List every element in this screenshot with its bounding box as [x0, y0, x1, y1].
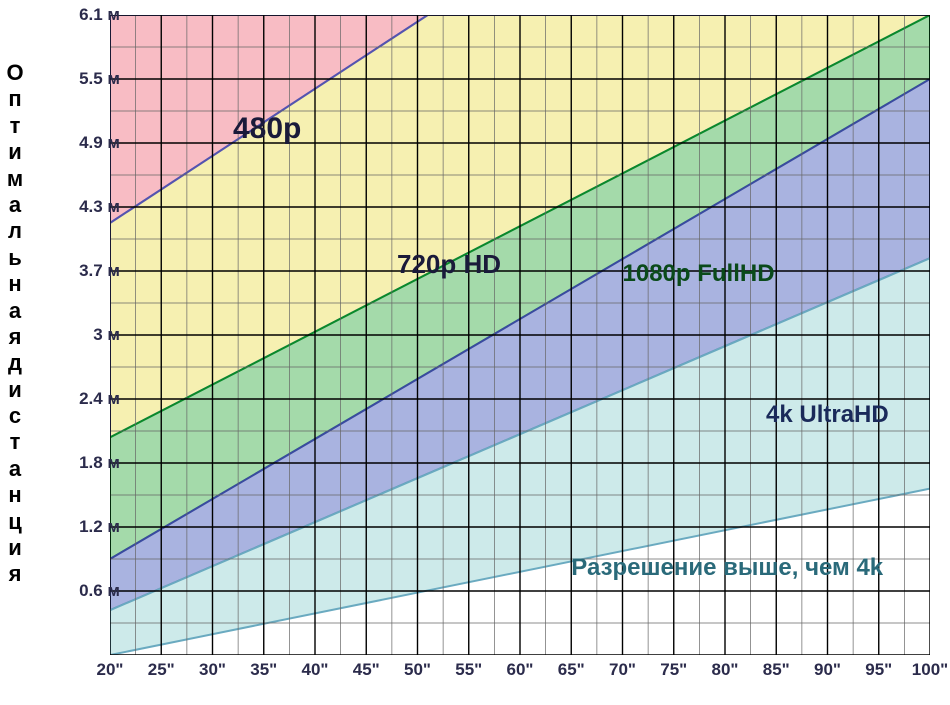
x-tick: 25": [136, 660, 186, 680]
chart-plot: 480p720p HD1080p FullHD4k UltraHDРазреше…: [110, 15, 930, 655]
y-axis-title: Оптимальная дистанция: [0, 60, 30, 588]
x-tick: 45": [341, 660, 391, 680]
y-tick: 3 м: [60, 325, 120, 345]
y-tick: 1.8 м: [60, 453, 120, 473]
y-tick: 6.1 м: [60, 5, 120, 25]
y-tick: 5.5 м: [60, 69, 120, 89]
x-tick: 100": [905, 660, 950, 680]
y-tick: 4.3 м: [60, 197, 120, 217]
x-tick: 85": [751, 660, 801, 680]
x-tick: 95": [854, 660, 904, 680]
x-tick: 90": [803, 660, 853, 680]
x-tick: 30": [188, 660, 238, 680]
x-tick: 60": [495, 660, 545, 680]
x-tick: 20": [85, 660, 135, 680]
y-tick: 3.7 м: [60, 261, 120, 281]
x-tick: 75": [649, 660, 699, 680]
x-tick: 35": [239, 660, 289, 680]
x-tick: 80": [700, 660, 750, 680]
y-tick: 0.6 м: [60, 581, 120, 601]
x-tick: 65": [546, 660, 596, 680]
y-tick: 4.9 м: [60, 133, 120, 153]
y-tick: 1.2 м: [60, 517, 120, 537]
x-tick: 50": [393, 660, 443, 680]
x-tick: 55": [444, 660, 494, 680]
x-tick: 40": [290, 660, 340, 680]
y-tick: 2.4 м: [60, 389, 120, 409]
chart-svg: [110, 15, 930, 655]
x-tick: 70": [598, 660, 648, 680]
